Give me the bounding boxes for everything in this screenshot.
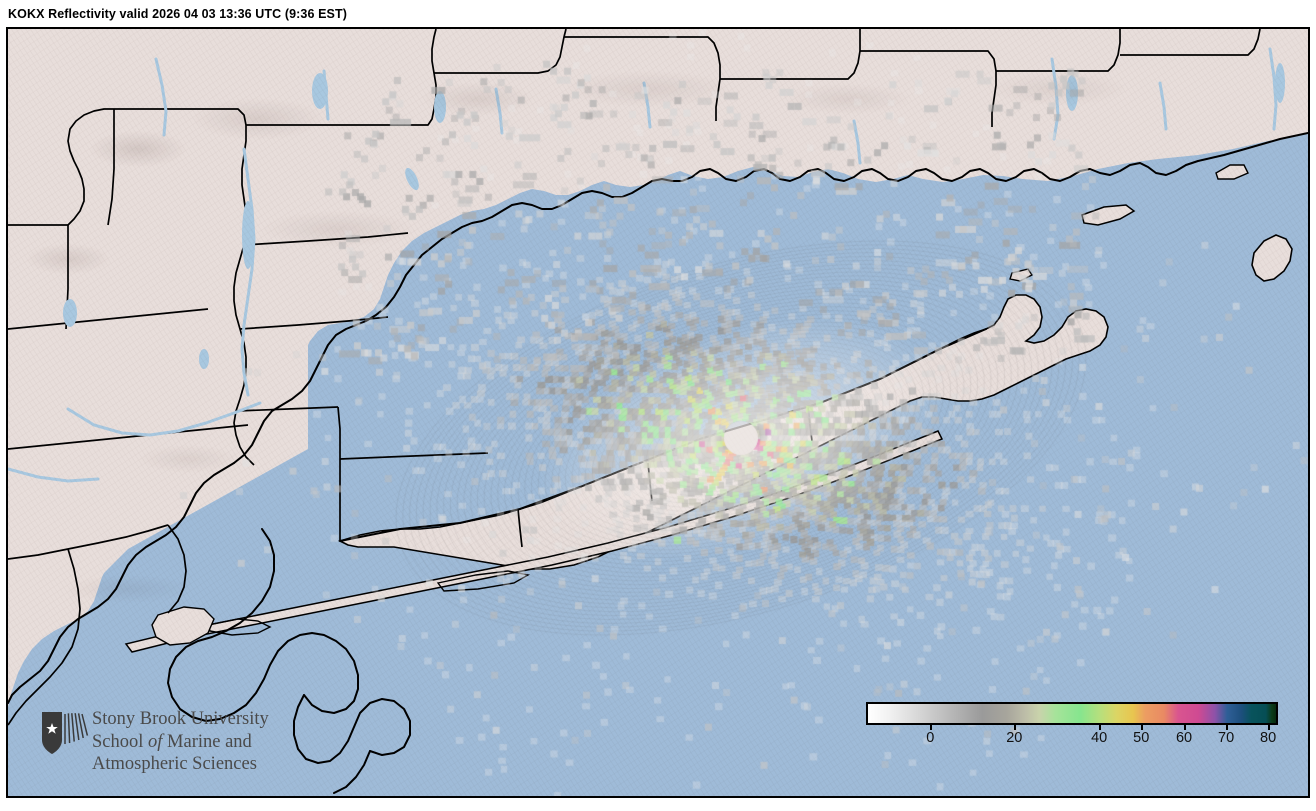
colorbar-tick bbox=[1014, 725, 1016, 730]
logo-line-2-of: of bbox=[148, 731, 163, 752]
stony-brook-logo: Stony Brook University School of Marine … bbox=[40, 708, 310, 792]
colorbar-gradient bbox=[866, 702, 1278, 725]
colorbar-tick bbox=[1099, 725, 1101, 730]
colorbar-tick bbox=[1184, 725, 1186, 730]
colorbar[interactable]: 0 20 40 50 60 70 80 bbox=[866, 702, 1286, 762]
colorbar-tick-label: 40 bbox=[1091, 730, 1108, 746]
map-canvas[interactable] bbox=[8, 29, 1308, 796]
page-title: KOKX Reflectivity valid 2026 04 03 13:36… bbox=[8, 7, 347, 21]
colorbar-tick bbox=[930, 725, 932, 730]
shield-icon bbox=[42, 712, 89, 754]
logo-text: Stony Brook University School of Marine … bbox=[92, 708, 312, 776]
colorbar-tick bbox=[1226, 725, 1228, 730]
colorbar-tick-label: 20 bbox=[1006, 730, 1023, 746]
logo-line-3: Atmospheric Sciences bbox=[92, 754, 257, 774]
colorbar-tick bbox=[1141, 725, 1143, 730]
map-frame[interactable] bbox=[6, 27, 1310, 798]
logo-line-1: Stony Brook University bbox=[92, 709, 269, 729]
radar-reflectivity-field bbox=[8, 29, 1308, 796]
colorbar-tick-labels: 0 20 40 50 60 70 80 bbox=[866, 730, 1278, 752]
colorbar-tick bbox=[1268, 725, 1270, 730]
colorbar-tick-label: 60 bbox=[1175, 730, 1193, 746]
colorbar-tick-label: 0 bbox=[926, 730, 935, 746]
logo-line-2b: Marine and bbox=[162, 731, 252, 752]
colorbar-tick-label: 70 bbox=[1218, 730, 1235, 746]
logo-line-2: School of Marine and bbox=[92, 731, 312, 754]
colorbar-tick-label: 50 bbox=[1133, 730, 1150, 746]
colorbar-ticks bbox=[866, 725, 1278, 731]
colorbar-tick-label: 80 bbox=[1260, 730, 1277, 746]
logo-line-2a: School bbox=[92, 731, 149, 752]
